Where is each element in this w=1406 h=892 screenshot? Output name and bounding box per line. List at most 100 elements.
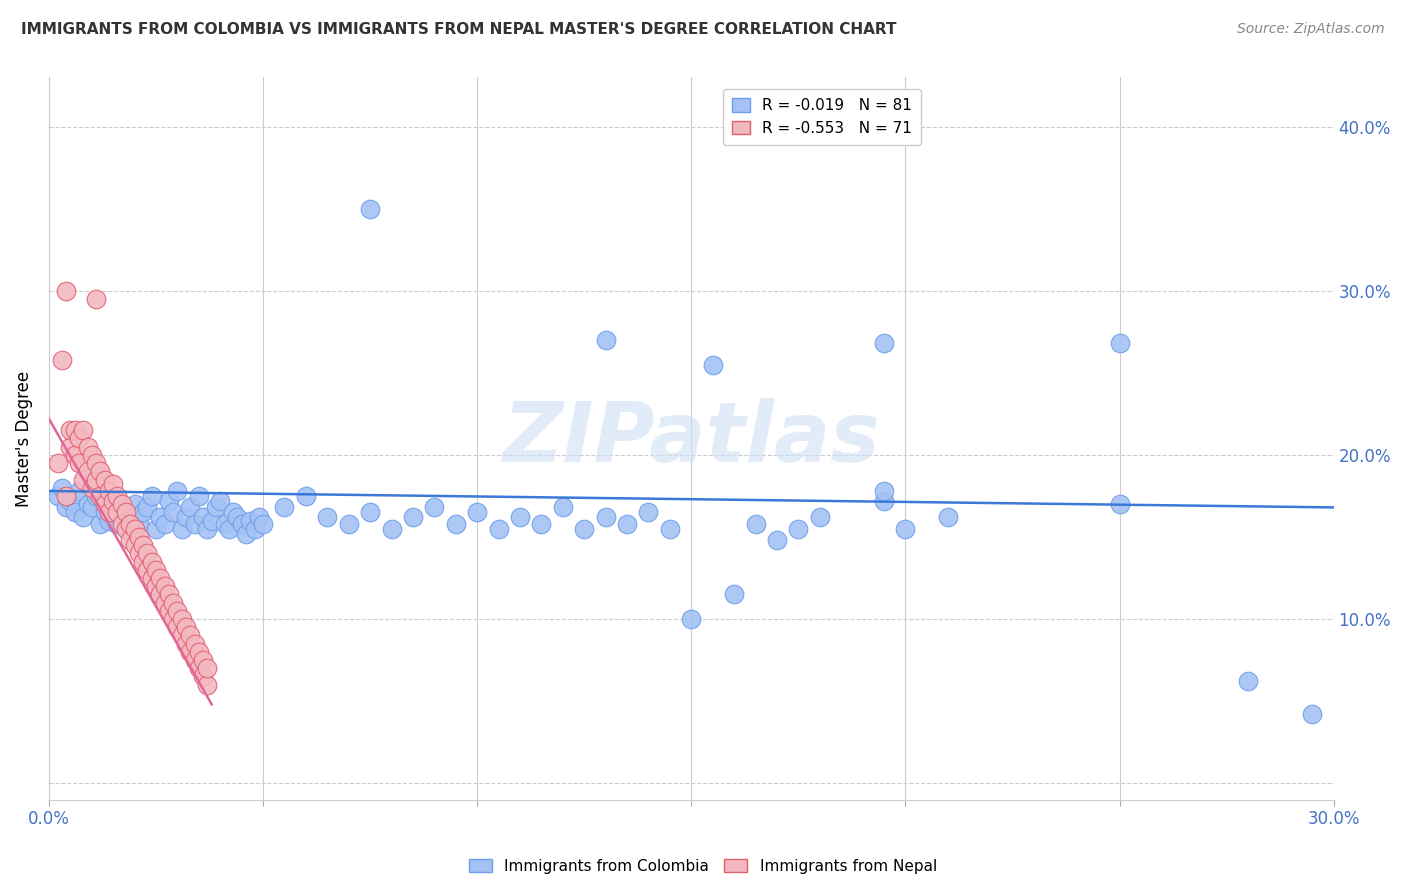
Point [103, 493, 125, 508]
Point [149, 587, 172, 601]
Point [183, 653, 205, 667]
Point [197, 661, 219, 675]
Point [1108, 336, 1130, 351]
Point [136, 546, 159, 560]
Point [124, 522, 146, 536]
Point [97, 514, 120, 528]
Point [936, 510, 959, 524]
Point [218, 522, 240, 536]
Point [93, 505, 115, 519]
Point [103, 493, 125, 508]
Point [63, 505, 86, 519]
Point [530, 516, 553, 531]
Point [128, 516, 150, 531]
Point [46, 456, 69, 470]
Point [132, 505, 155, 519]
Point [76, 497, 98, 511]
Point [67, 483, 90, 498]
Point [766, 533, 789, 548]
Legend: R = -0.019   N = 81, R = -0.553   N = 71: R = -0.019 N = 81, R = -0.553 N = 71 [723, 88, 921, 145]
Point [179, 645, 201, 659]
Point [107, 505, 129, 519]
Point [93, 497, 115, 511]
Point [808, 510, 831, 524]
Point [145, 579, 167, 593]
Point [191, 669, 214, 683]
Point [141, 571, 163, 585]
Point [162, 505, 184, 519]
Point [595, 510, 617, 524]
Point [89, 516, 111, 531]
Text: ZIPatlas: ZIPatlas [502, 398, 880, 479]
Point [141, 555, 163, 569]
Point [702, 358, 724, 372]
Point [76, 464, 98, 478]
Point [80, 448, 103, 462]
Point [170, 522, 193, 536]
Point [162, 612, 184, 626]
Point [187, 661, 209, 675]
Point [149, 510, 172, 524]
Point [111, 516, 134, 531]
Point [1108, 497, 1130, 511]
Legend: Immigrants from Colombia, Immigrants from Nepal: Immigrants from Colombia, Immigrants fro… [463, 853, 943, 880]
Point [72, 510, 94, 524]
Point [153, 516, 176, 531]
Point [179, 628, 201, 642]
Point [201, 514, 224, 528]
Point [84, 292, 107, 306]
Point [157, 493, 180, 508]
Point [63, 423, 86, 437]
Point [141, 489, 163, 503]
Point [170, 628, 193, 642]
Point [115, 522, 138, 536]
Point [787, 522, 810, 536]
Point [128, 530, 150, 544]
Point [222, 505, 245, 519]
Point [174, 510, 197, 524]
Point [153, 596, 176, 610]
Point [145, 563, 167, 577]
Point [128, 546, 150, 560]
Point [183, 637, 205, 651]
Point [744, 516, 766, 531]
Point [1237, 674, 1260, 689]
Point [89, 464, 111, 478]
Point [197, 678, 219, 692]
Point [132, 555, 155, 569]
Point [157, 604, 180, 618]
Point [120, 510, 142, 524]
Point [681, 612, 703, 626]
Point [97, 483, 120, 498]
Point [145, 522, 167, 536]
Point [84, 473, 107, 487]
Point [873, 336, 896, 351]
Point [273, 500, 295, 515]
Point [174, 637, 197, 651]
Point [93, 473, 115, 487]
Point [191, 653, 214, 667]
Point [55, 284, 77, 298]
Point [72, 423, 94, 437]
Point [873, 483, 896, 498]
Point [97, 505, 120, 519]
Point [243, 522, 266, 536]
Point [67, 456, 90, 470]
Point [59, 423, 82, 437]
Point [509, 510, 531, 524]
Point [359, 202, 381, 216]
Point [162, 596, 184, 610]
Point [103, 477, 125, 491]
Point [197, 522, 219, 536]
Point [247, 510, 270, 524]
Point [574, 522, 596, 536]
Point [59, 440, 82, 454]
Point [84, 456, 107, 470]
Point [80, 481, 103, 495]
Point [124, 497, 146, 511]
Point [132, 538, 155, 552]
Point [488, 522, 510, 536]
Point [637, 505, 659, 519]
Point [226, 510, 249, 524]
Point [55, 489, 77, 503]
